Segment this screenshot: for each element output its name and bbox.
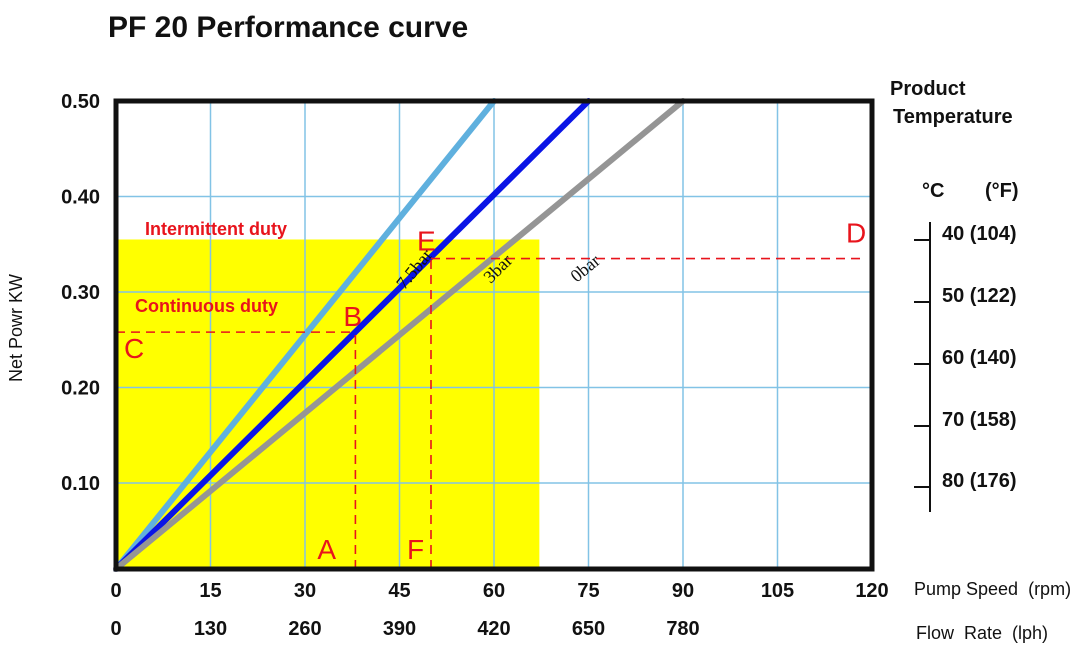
x-tick-label: 90 [672, 580, 694, 602]
temperature-title-line1: Product [890, 78, 966, 100]
intermittent-duty-label: Intermittent duty [145, 219, 287, 239]
x-axis-ticks: 0 15 30 45 60 75 90 105 120 [110, 580, 888, 602]
y-tick-label: 0.50 [61, 91, 100, 113]
flow-rate-tick-label: 420 [477, 618, 510, 640]
point-label-b: B [343, 301, 362, 332]
point-label-f: F [407, 534, 424, 565]
celsius-unit-label: °C [922, 180, 944, 202]
guide-lines [116, 257, 862, 569]
x-axis-label: Pump Speed (rpm) [914, 579, 1071, 599]
flow-rate-tick-label: 260 [288, 618, 321, 640]
fahrenheit-unit-label: (°F) [985, 180, 1019, 202]
point-label-c: C [124, 333, 144, 364]
temperature-tick-label: 60 (140) [942, 347, 1017, 369]
flow-rate-tick-label: 390 [383, 618, 416, 640]
y-axis-label: Net Powr KW [6, 274, 26, 382]
flow-rate-tick-label: 130 [194, 618, 227, 640]
y-tick-label: 0.40 [61, 187, 100, 209]
x-tick-label: 120 [855, 580, 888, 602]
point-label-a: A [317, 534, 336, 565]
y-tick-label: 0.30 [61, 282, 100, 304]
x-tick-label: 45 [388, 580, 410, 602]
flow-rate-ticks: 0 130 260 390 420 650 780 [110, 618, 699, 640]
point-label-d: D [846, 218, 866, 249]
x-tick-label: 75 [577, 580, 599, 602]
flow-rate-tick-label: 0 [110, 618, 121, 640]
temperature-scale: Product Temperature °C (°F) 40 (104) 50 (… [890, 78, 1019, 512]
x-tick-label: 60 [483, 580, 505, 602]
point-label-e: E [417, 226, 436, 257]
series-line-3bar [113, 98, 592, 572]
series-line-7-5bar [113, 98, 497, 572]
x-tick-label: 105 [761, 580, 794, 602]
temperature-tick-label: 50 (122) [942, 285, 1017, 307]
flow-rate-label: Flow Rate (lph) [916, 623, 1048, 643]
temperature-title-line2: Temperature [893, 106, 1013, 128]
temperature-tick-label: 40 (104) [942, 223, 1017, 245]
x-tick-label: 30 [294, 580, 316, 602]
x-tick-label: 0 [110, 580, 121, 602]
temperature-tick-label: 80 (176) [942, 470, 1017, 492]
point-labels: A B C D E F [124, 218, 866, 565]
plot-frame [113, 98, 875, 572]
temperature-ticks: 40 (104) 50 (122) 60 (140) 70 (158) 80 (176) [914, 223, 1017, 492]
x-tick-label: 15 [199, 580, 221, 602]
flow-rate-tick-label: 650 [572, 618, 605, 640]
chart-title: PF 20 Performance curve [108, 11, 468, 44]
series-lines [113, 98, 686, 572]
y-tick-label: 0.10 [61, 473, 100, 495]
continuous-duty-label: Continuous duty [135, 296, 278, 316]
y-tick-label: 0.20 [61, 378, 100, 400]
y-axis-ticks: 0.10 0.20 0.30 0.40 0.50 [61, 91, 100, 495]
series-line-0bar [113, 98, 686, 572]
plot-area [113, 98, 875, 572]
temperature-tick-label: 70 (158) [942, 409, 1017, 431]
flow-rate-tick-label: 780 [666, 618, 699, 640]
